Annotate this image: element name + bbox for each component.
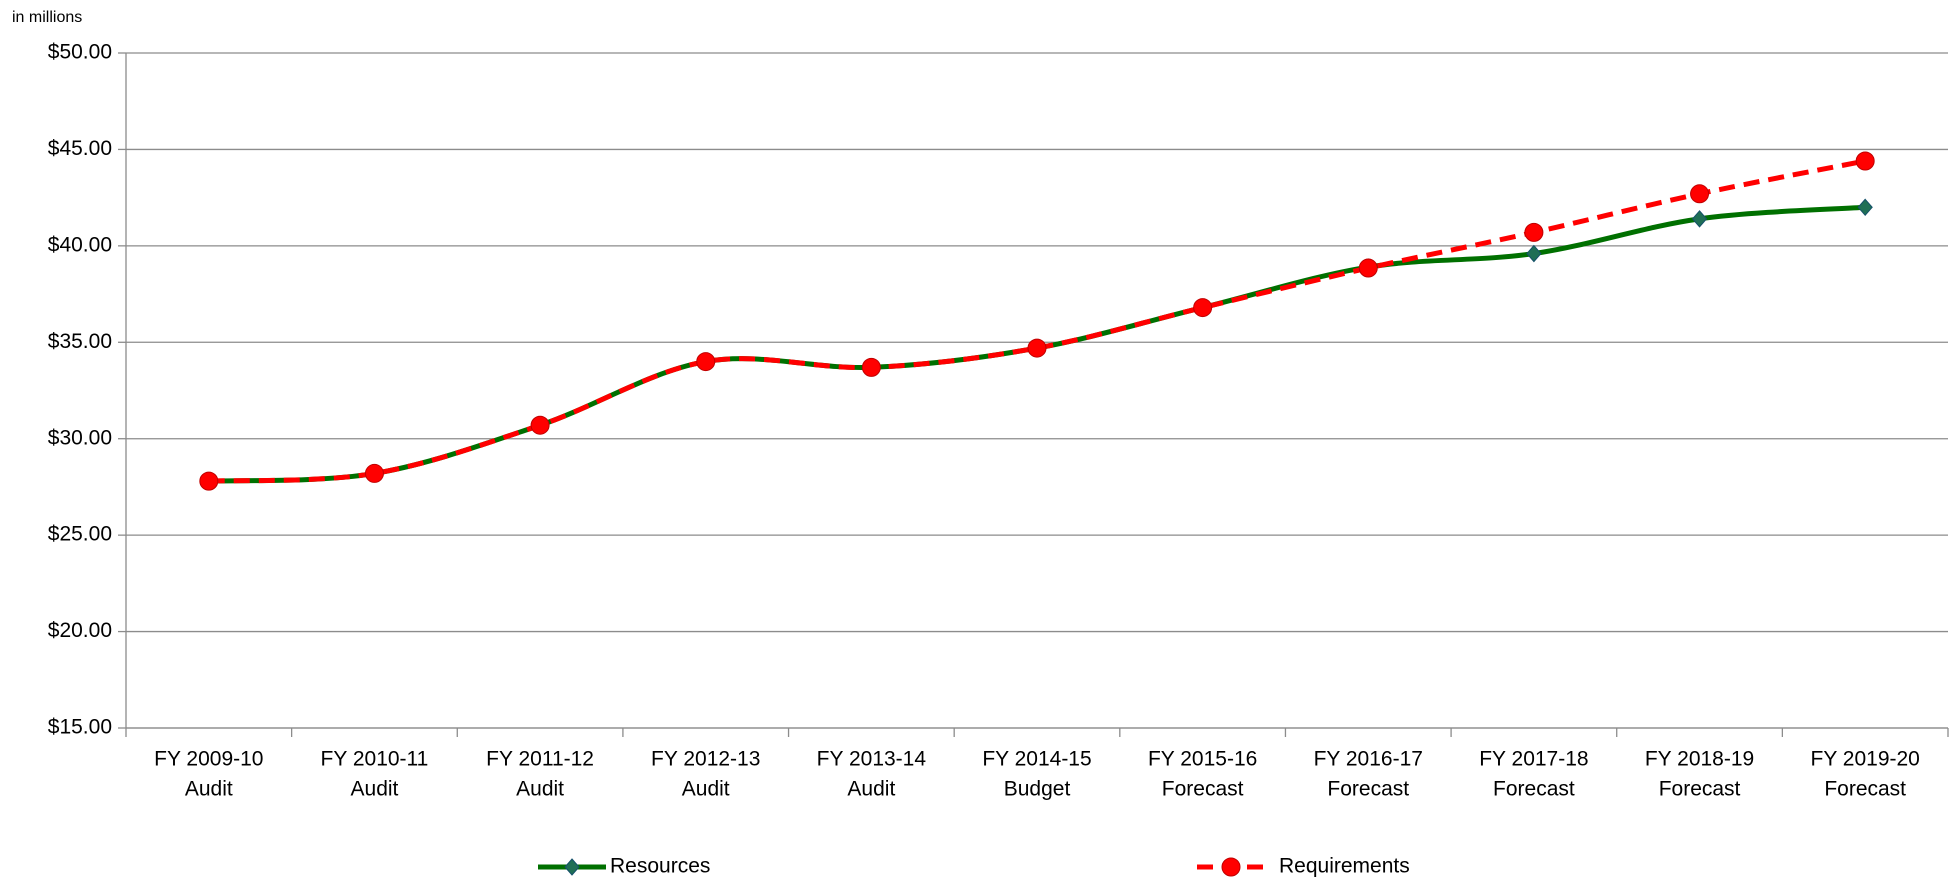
data-point <box>530 415 550 435</box>
x-tick-label: Forecast <box>1824 778 1906 801</box>
data-point <box>1524 222 1544 242</box>
data-point <box>1691 210 1708 228</box>
y-axis-label: in millions <box>12 9 82 26</box>
y-tick-label: $25.00 <box>48 523 112 546</box>
x-tick-label: Audit <box>185 778 233 801</box>
y-tick-label: $45.00 <box>48 137 112 160</box>
legend-label: Resources <box>610 855 710 878</box>
data-point <box>1855 151 1875 171</box>
x-tick-label: FY 2009-10 <box>154 748 263 771</box>
x-tick-label: Forecast <box>1327 778 1409 801</box>
y-tick-label: $20.00 <box>48 619 112 642</box>
x-tick-label: FY 2018-19 <box>1645 748 1754 771</box>
legend-label: Requirements <box>1279 855 1410 878</box>
y-tick-label: $30.00 <box>48 426 112 449</box>
x-tick-label: FY 2012-13 <box>651 748 760 771</box>
x-tick-label: FY 2015-16 <box>1148 748 1257 771</box>
x-tick-label: Forecast <box>1659 778 1741 801</box>
data-point <box>1857 198 1873 217</box>
x-tick-label: Audit <box>847 778 895 801</box>
legend-marker <box>564 858 580 876</box>
series-line <box>208 158 1866 484</box>
data-point <box>1526 244 1542 263</box>
data-point <box>1027 338 1047 358</box>
x-tick-label: Forecast <box>1162 778 1244 801</box>
x-tick-label: Audit <box>516 778 564 801</box>
data-point <box>861 357 881 377</box>
x-tick-label: FY 2017-18 <box>1479 748 1588 771</box>
y-tick-label: $40.00 <box>48 233 112 256</box>
y-tick-label: $50.00 <box>48 41 112 64</box>
data-point <box>1358 258 1378 278</box>
x-tick-label: FY 2011-12 <box>486 748 594 771</box>
data-point <box>1193 298 1213 318</box>
data-point <box>696 352 716 372</box>
y-tick-label: $15.00 <box>48 716 112 739</box>
x-tick-label: Audit <box>351 778 399 801</box>
x-tick-label: FY 2019-20 <box>1811 748 1920 771</box>
x-tick-label: FY 2010-11 <box>321 748 429 771</box>
x-tick-label: FY 2016-17 <box>1314 748 1423 771</box>
y-tick-label: $35.00 <box>48 330 112 353</box>
data-point <box>199 471 219 491</box>
x-tick-label: Audit <box>682 778 730 801</box>
data-point <box>1690 184 1710 204</box>
x-tick-label: Budget <box>1004 778 1071 801</box>
data-point <box>364 463 384 483</box>
x-tick-label: FY 2013-14 <box>817 748 927 771</box>
legend-marker <box>1221 857 1241 877</box>
x-tick-label: Forecast <box>1493 778 1575 801</box>
x-tick-label: FY 2014-15 <box>982 748 1091 771</box>
